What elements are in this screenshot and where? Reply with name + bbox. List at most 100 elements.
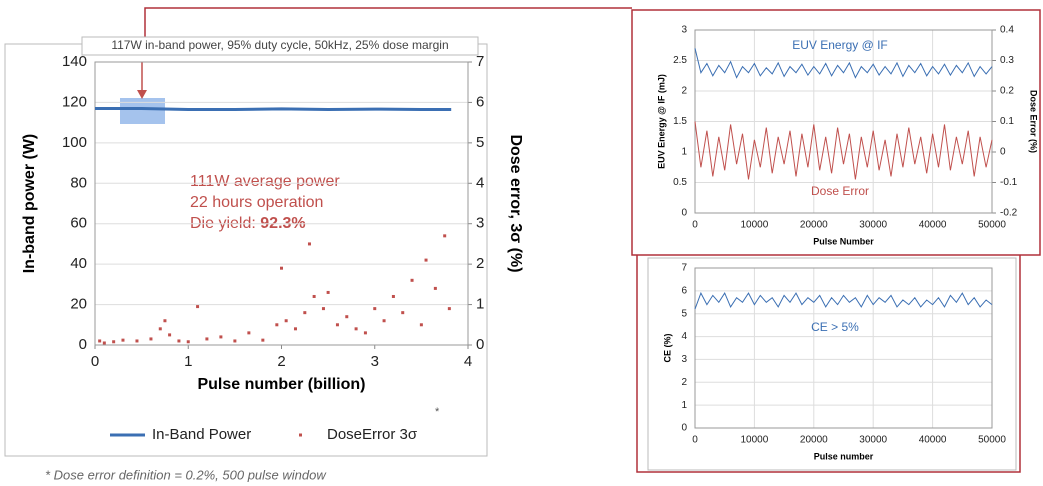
- x-tick-label: 0: [91, 353, 99, 370]
- point: [177, 339, 181, 343]
- point: [135, 339, 139, 343]
- point: [321, 307, 325, 311]
- y-tick-label: 60: [70, 215, 87, 232]
- point: [345, 315, 349, 319]
- point: [382, 319, 386, 323]
- y2-tick-label: 0.1: [1000, 116, 1014, 127]
- point: [284, 319, 288, 323]
- y-tick-label: 5: [681, 308, 687, 319]
- y-axis-label: EUV Energy @ IF (mJ): [656, 74, 666, 169]
- footnote: * Dose error definition = 0.2%, 500 puls…: [45, 467, 327, 482]
- y-tick-label: 0: [79, 336, 87, 353]
- point: [219, 335, 223, 339]
- x-tick-label: 20000: [800, 220, 828, 231]
- x-tick-label: 0: [692, 435, 698, 446]
- point: [363, 331, 367, 335]
- y2-tick-label: 5: [476, 134, 484, 151]
- point: [354, 327, 358, 331]
- y2-tick-label: 0.4: [1000, 25, 1014, 36]
- y-tick-label: 3: [681, 354, 687, 365]
- point: [247, 331, 251, 335]
- y-tick-label: 2: [681, 86, 687, 97]
- x-tick-label: 4: [464, 353, 472, 370]
- y-tick-label: 2.5: [673, 55, 687, 66]
- line: [95, 107, 452, 112]
- point: [275, 323, 279, 327]
- point: [433, 286, 437, 290]
- point: [424, 258, 428, 262]
- annotation: EUV Energy @ IF: [792, 38, 888, 52]
- legend-label: In-Band Power: [152, 426, 251, 443]
- x-tick-label: 0: [692, 220, 698, 231]
- panel-frame: [636, 255, 1021, 473]
- legend-swatch: [299, 433, 302, 437]
- point: [293, 327, 297, 331]
- annotation-box: [180, 165, 370, 245]
- title-box: [81, 36, 479, 56]
- panel-frame: [647, 257, 1017, 471]
- y2-axis-label: Dose Error (%): [1029, 90, 1039, 153]
- y-tick-label: 40: [70, 255, 87, 272]
- x-axis-label: Pulse Number: [813, 236, 874, 246]
- y-tick-label: 120: [62, 93, 87, 110]
- y-tick-label: 7: [681, 263, 687, 274]
- y2-tick-label: -0.2: [1000, 208, 1018, 219]
- y-tick-label: 1.5: [673, 116, 687, 127]
- y2-tick-label: 3: [476, 215, 484, 232]
- note-mark: *: [435, 406, 440, 418]
- point: [233, 339, 237, 343]
- y2-tick-label: 2: [476, 255, 484, 272]
- point: [168, 333, 172, 337]
- point: [326, 290, 330, 294]
- y-tick-label: 2: [681, 377, 687, 388]
- point: [205, 337, 209, 341]
- y2-tick-label: 0: [1000, 147, 1006, 158]
- x-tick-label: 40000: [919, 220, 947, 231]
- plot-area: [694, 267, 993, 429]
- y-tick-label: 0: [681, 208, 687, 219]
- point: [158, 327, 162, 331]
- point: [419, 323, 423, 327]
- point: [443, 234, 447, 238]
- plot-area: [94, 61, 469, 346]
- y-tick-label: 0.5: [673, 177, 687, 188]
- x-tick-label: 20000: [800, 435, 828, 446]
- point: [186, 340, 190, 344]
- point: [335, 323, 339, 327]
- y2-tick-label: -0.1: [1000, 177, 1018, 188]
- point: [401, 311, 405, 315]
- annotation: CE > 5%: [811, 320, 859, 334]
- point: [112, 340, 116, 344]
- point: [163, 319, 167, 323]
- y-tick-label: 140: [62, 53, 87, 70]
- point: [410, 278, 414, 282]
- point: [373, 307, 377, 311]
- chart-title: 117W in-band power, 95% duty cycle, 50kH…: [111, 38, 448, 52]
- point: [98, 339, 102, 343]
- annotation: 22 hours operation: [190, 194, 323, 211]
- y2-tick-label: 7: [476, 53, 484, 70]
- y2-axis-label: Dose error, 3σ (%): [507, 134, 524, 272]
- line: [694, 291, 993, 310]
- x-tick-label: 2: [277, 353, 285, 370]
- x-tick-label: 10000: [740, 220, 768, 231]
- x-tick-label: 30000: [859, 220, 887, 231]
- y2-tick-label: 0: [476, 336, 484, 353]
- point: [102, 341, 106, 345]
- x-tick-label: 40000: [919, 435, 947, 446]
- y-axis-label: In-band power (W): [21, 134, 38, 274]
- point: [391, 294, 395, 298]
- x-axis-label: Pulse number (billion): [197, 376, 365, 393]
- y-tick-label: 80: [70, 174, 87, 191]
- y-tick-label: 0: [681, 423, 687, 434]
- highlight: [120, 98, 165, 124]
- y2-tick-label: 4: [476, 174, 484, 191]
- point: [303, 311, 307, 315]
- y2-tick-label: 0.3: [1000, 55, 1014, 66]
- y-tick-label: 3: [681, 25, 687, 36]
- y-tick-label: 6: [681, 285, 687, 296]
- legend-label: DoseError 3σ: [327, 426, 418, 443]
- connector: [144, 7, 632, 44]
- line: [694, 48, 993, 79]
